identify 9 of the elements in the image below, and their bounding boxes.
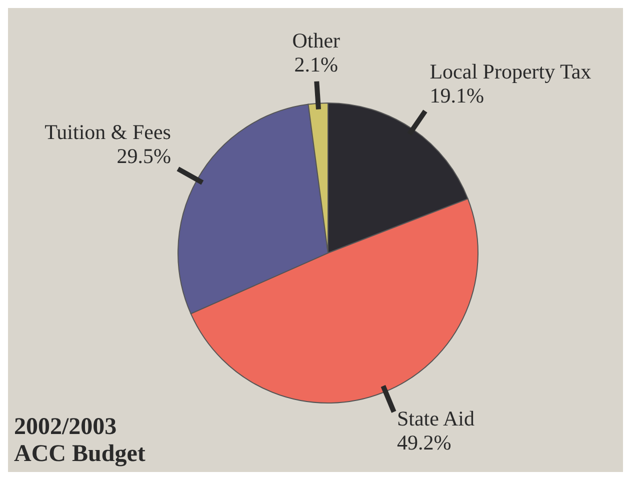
data-label: 29.5% [116,144,171,168]
data-label: 19.1% [430,84,484,108]
slice-label: State Aid [396,406,476,430]
slice-label: Other [292,28,340,52]
slice-label: Local Property Tax [430,60,592,84]
slice-label: Tuition & Fees [44,120,171,144]
data-label: 49.2% [396,430,452,454]
data-label: 2.1% [294,52,338,76]
text: 2002/2003 ACC Budget [14,414,146,468]
